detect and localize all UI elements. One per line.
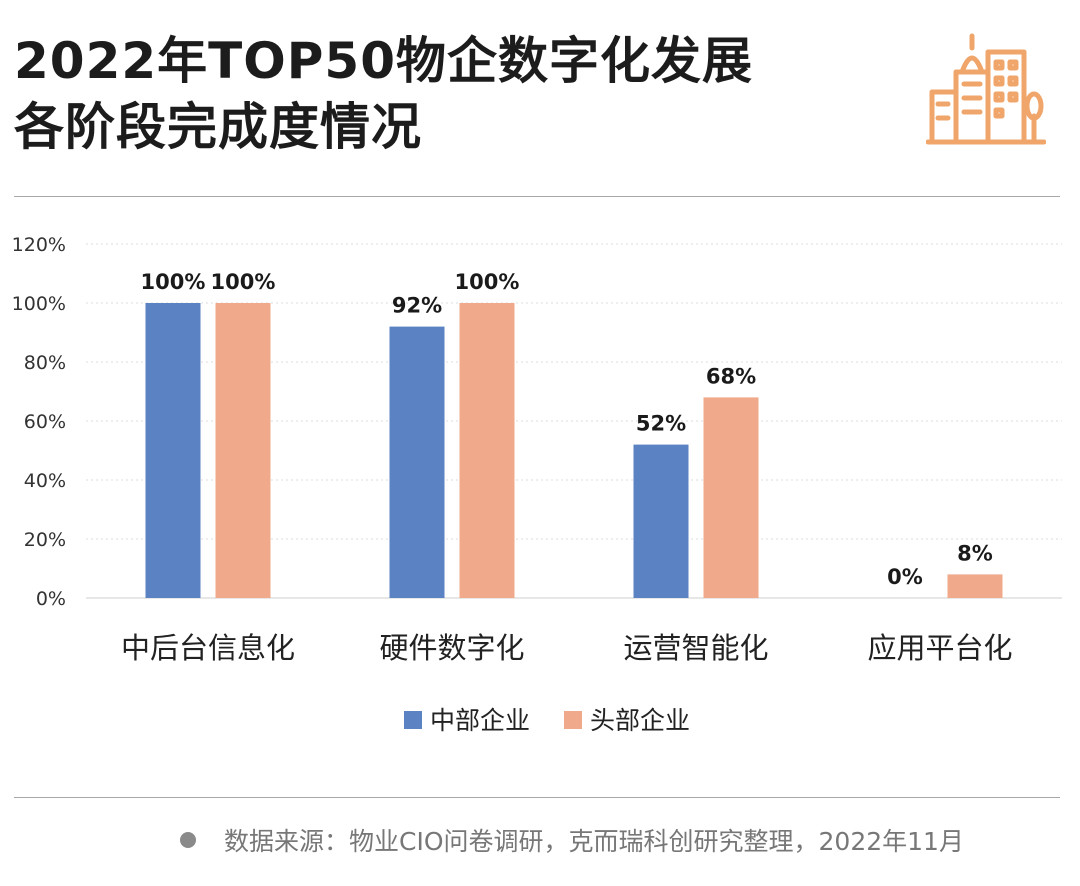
data-source: 数据来源：物业CIO问卷调研，克而瑞科创研究整理，2022年11月 [180, 822, 964, 858]
y-tick-label: 120% [12, 234, 66, 256]
title-line-1: 2022年TOP50物企数字化发展 [14, 32, 753, 90]
bar [145, 303, 201, 598]
data-label: 100% [455, 270, 520, 294]
data-label: 92% [392, 294, 442, 318]
page-title: 2022年TOP50物企数字化发展 各阶段完成度情况 [14, 28, 753, 160]
y-tick-label: 0% [36, 588, 66, 610]
legend-swatch [564, 711, 582, 729]
data-label: 100% [141, 270, 206, 294]
y-tick-label: 60% [24, 411, 66, 433]
bottom-divider [14, 797, 1060, 798]
y-tick-label: 100% [12, 293, 66, 315]
category-label: 中后台信息化 [121, 631, 295, 665]
bar [389, 326, 445, 598]
bar [703, 397, 759, 598]
data-label: 0% [887, 565, 923, 589]
legend-label: 中部企业 [430, 706, 530, 735]
bar [947, 574, 1003, 598]
source-text: 数据来源：物业CIO问卷调研，克而瑞科创研究整理，2022年11月 [224, 827, 964, 856]
category-label: 应用平台化 [867, 631, 1012, 665]
y-tick-label: 40% [24, 470, 66, 492]
bar [459, 303, 515, 598]
city-buildings-icon [926, 33, 1046, 145]
y-tick-label: 80% [24, 352, 66, 374]
bar [215, 303, 271, 598]
data-label: 68% [706, 364, 756, 388]
bar [633, 444, 689, 598]
data-label: 8% [957, 541, 993, 565]
category-label: 运营智能化 [623, 631, 768, 665]
y-tick-label: 20% [24, 529, 66, 551]
top-divider [14, 196, 1060, 197]
title-line-2: 各阶段完成度情况 [14, 98, 422, 156]
category-label: 硬件数字化 [379, 631, 524, 665]
legend-label: 头部企业 [590, 706, 690, 735]
legend-swatch [404, 711, 422, 729]
bar-chart: 0%20%40%60%80%100%120%100% 100%中后台信息化92%1… [12, 234, 1062, 735]
data-label: 52% [636, 412, 686, 436]
bullet-dot-icon [180, 832, 196, 848]
data-label: 100% [211, 270, 276, 294]
